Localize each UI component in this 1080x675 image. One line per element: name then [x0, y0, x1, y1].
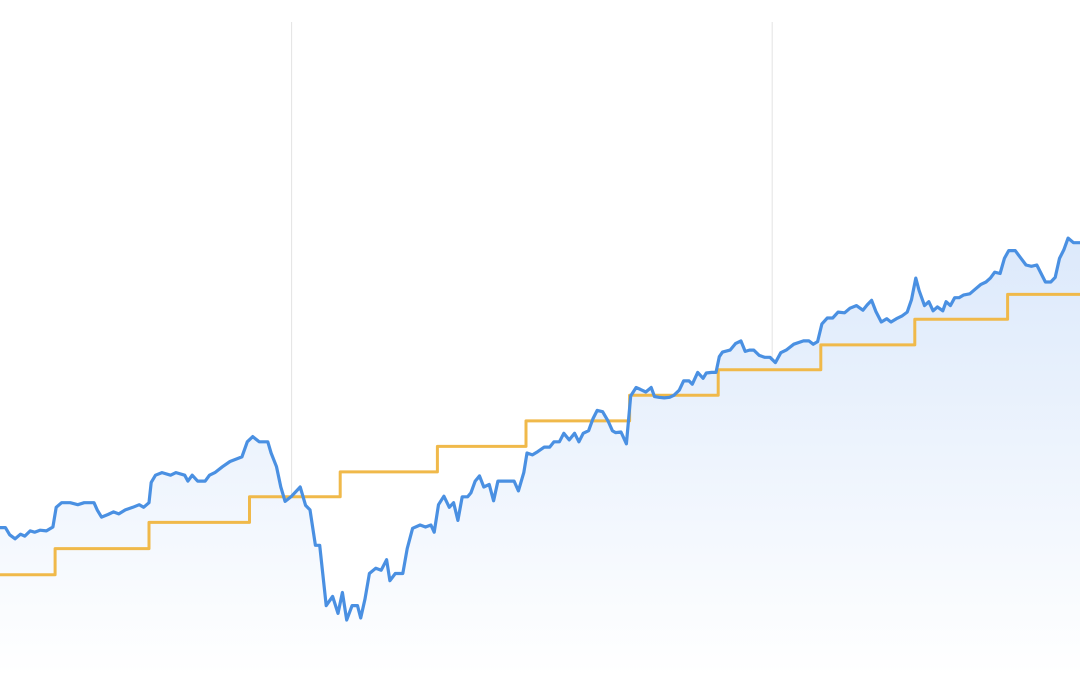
target-series-line — [0, 292, 1080, 577]
area-layer — [0, 238, 1080, 675]
line-layer — [0, 236, 1080, 622]
value-series-line — [0, 236, 1080, 622]
value-area-fill — [0, 238, 1080, 675]
